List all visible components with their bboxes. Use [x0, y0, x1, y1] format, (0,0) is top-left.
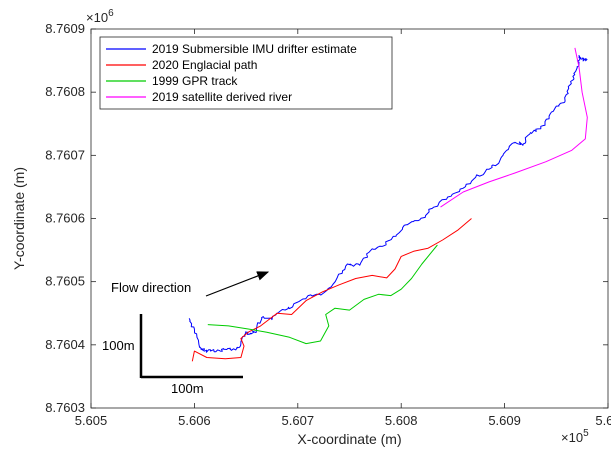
x-tick-label: 5.608 — [385, 413, 418, 428]
legend-label: 2020 Englacial path — [152, 58, 257, 72]
x-exponent-label: ×105 — [561, 428, 589, 445]
series-line-1 — [188, 55, 588, 353]
scale-horizontal-label: 100m — [171, 381, 204, 396]
scale-vertical-label: 100m — [102, 338, 135, 353]
series-line-3 — [207, 244, 438, 345]
y-tick-label: 8.7608 — [45, 84, 85, 99]
x-tick-label: 5.607 — [282, 413, 315, 428]
y-tick-label: 8.7605 — [45, 274, 85, 289]
legend-label: 2019 satellite derived river — [152, 90, 292, 104]
y-tick-label: 8.7607 — [45, 147, 85, 162]
x-tick-label: 5.605 — [75, 413, 108, 428]
y-tick-label: 8.7609 — [45, 21, 85, 36]
x-tick-label: 5.606 — [178, 413, 211, 428]
legend-label: 1999 GPR track — [152, 74, 238, 88]
series-line-4 — [440, 47, 588, 208]
flow-direction-label: Flow direction — [111, 280, 191, 295]
x-tick-label: 5.609 — [488, 413, 521, 428]
y-axis-label: Y-coordinate (m) — [11, 167, 27, 270]
y-tick-label: 8.7606 — [45, 211, 85, 226]
flow-direction-arrow — [205, 271, 270, 297]
y-tick-label: 8.7604 — [45, 337, 85, 352]
x-tick-label: 5.61 — [595, 413, 611, 428]
y-tick-label: 8.7603 — [45, 400, 85, 415]
x-axis-label: X-coordinate (m) — [297, 431, 401, 447]
legend-box — [99, 36, 393, 110]
y-exponent-label: ×106 — [86, 8, 114, 25]
series-line-2 — [191, 218, 472, 362]
legend-label: 2019 Submersible IMU drifter estimate — [152, 42, 357, 56]
